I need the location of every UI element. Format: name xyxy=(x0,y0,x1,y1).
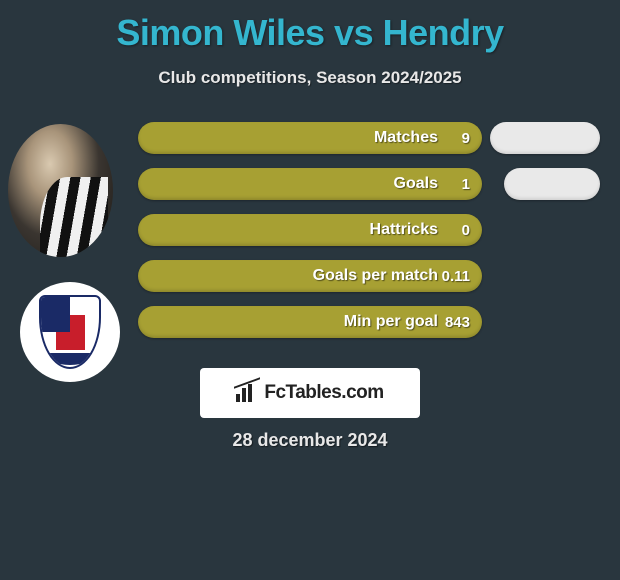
stat-bar-left: Goals per match0.11 xyxy=(138,260,482,292)
stat-bar-right xyxy=(504,168,600,200)
stat-value: 0 xyxy=(462,222,470,239)
chart-icon xyxy=(236,384,258,402)
stat-row: Hattricks 0 xyxy=(138,214,600,246)
stat-label: Matches xyxy=(374,129,438,147)
stat-row: Min per goal 843 xyxy=(138,306,600,338)
club-badge xyxy=(20,282,120,382)
stat-label: Hattricks xyxy=(370,221,438,239)
stat-bar-left: Hattricks 0 xyxy=(138,214,482,246)
stats-panel: Matches 9 Goals 1 Hattricks 0 Goals per match0… xyxy=(138,122,600,352)
stat-value: 9 xyxy=(462,130,470,147)
stat-value: 843 xyxy=(445,314,470,331)
stat-row: Goals per match0.11 xyxy=(138,260,600,292)
stat-label: Goals xyxy=(394,175,438,193)
stat-bar-left: Matches 9 xyxy=(138,122,482,154)
stat-label: Min per goal xyxy=(344,313,438,331)
stat-label: Goals per match xyxy=(313,267,438,285)
brand-text: FcTables.com xyxy=(264,382,383,404)
page-title: Simon Wiles vs Hendry xyxy=(0,0,620,54)
stat-bar-left: Goals 1 xyxy=(138,168,482,200)
stat-value: 1 xyxy=(462,176,470,193)
footer-date: 28 december 2024 xyxy=(0,430,620,451)
stat-row: Goals 1 xyxy=(138,168,600,200)
stat-bar-right xyxy=(490,122,600,154)
stat-bar-left: Min per goal 843 xyxy=(138,306,482,338)
club-shield-icon xyxy=(39,295,101,369)
subtitle: Club competitions, Season 2024/2025 xyxy=(0,68,620,88)
brand-logo: FcTables.com xyxy=(200,368,420,418)
stat-value: 0.11 xyxy=(442,268,470,285)
stat-row: Matches 9 xyxy=(138,122,600,154)
player-avatar xyxy=(8,124,113,257)
